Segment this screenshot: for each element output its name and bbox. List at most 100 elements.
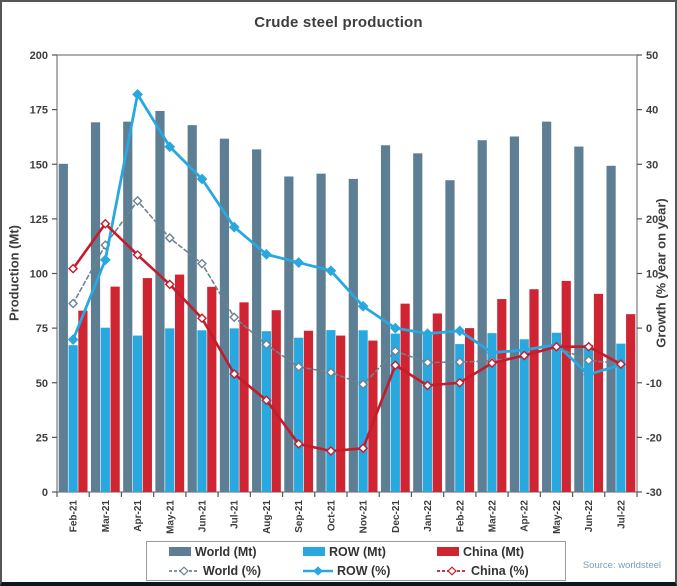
row-pct-marker <box>583 369 595 380</box>
world-pct-marker <box>261 339 272 350</box>
left-axis-tick-label: 100 <box>30 269 48 281</box>
row-pct-marker <box>228 221 240 233</box>
legend-bar-swatch <box>437 547 459 556</box>
row-mt-bar <box>584 344 594 492</box>
china-pct-marker <box>454 377 465 388</box>
row-mt-bar <box>487 333 497 492</box>
row-mt-bar <box>616 343 626 492</box>
world-mt-bar <box>252 149 262 492</box>
row-pct-line <box>71 92 623 376</box>
right-axis-tick-label: -20 <box>646 432 662 444</box>
china-mt-bar <box>432 313 442 492</box>
legend-diamond-icon <box>313 565 323 576</box>
row-pct-marker <box>164 141 176 153</box>
row-mt-bar <box>326 330 336 492</box>
left-axis-tick-label: 200 <box>30 50 48 62</box>
world-mt-bar <box>542 121 552 492</box>
world-pct-marker <box>197 258 207 269</box>
x-axis-label: May-21 <box>165 500 176 534</box>
china-pct-marker <box>583 341 594 352</box>
legend-item-row-mt: ROW (Mt) <box>303 542 437 561</box>
row-pct-marker <box>132 88 143 100</box>
right-axis-tick-label: 30 <box>646 159 658 171</box>
chart-legend: World (Mt) ROW (Mt) China (Mt) World (%) ROW… <box>146 541 566 581</box>
world-mt-bar <box>606 165 616 493</box>
legend-line-swatch <box>169 565 199 576</box>
china-pct-marker <box>197 313 207 324</box>
world-pct-marker <box>583 355 594 366</box>
row-mt-bar <box>261 331 272 492</box>
x-axis-label: Jul-22 <box>616 500 627 529</box>
row-pct-marker <box>99 254 111 266</box>
row-pct-marker <box>486 347 498 359</box>
world-pct-marker <box>68 298 79 309</box>
china-pct-marker <box>132 249 143 260</box>
x-axis-label: Dec-21 <box>391 500 402 533</box>
legend-label: World (%) <box>203 563 262 578</box>
world-mt-bar <box>477 140 487 492</box>
legend-line-swatch <box>303 565 333 576</box>
right-axis-tick-label: 40 <box>646 105 658 117</box>
x-axis-label: May-22 <box>552 500 563 534</box>
legend-diamond-icon <box>447 565 457 576</box>
right-axis-tick-label: 10 <box>646 269 658 281</box>
world-pct-marker <box>454 357 465 367</box>
x-axis-label: Oct-21 <box>326 500 337 532</box>
row-mt-bar <box>358 330 368 492</box>
china-mt-bar <box>110 286 120 492</box>
china-mt-bar <box>239 302 249 492</box>
source-note: Source: worldsteel <box>582 560 661 571</box>
world-mt-bar <box>284 176 294 492</box>
china-pct-marker <box>551 341 562 352</box>
row-mt-bar <box>455 344 465 492</box>
world-mt-bar <box>316 173 326 492</box>
row-mt-bar <box>294 337 304 492</box>
world-mt-bar <box>219 138 230 493</box>
world-mt-bar <box>445 180 455 492</box>
china-mt-bar <box>207 286 217 492</box>
china-mt-bar <box>78 310 88 492</box>
left-axis-tick-label: 150 <box>30 159 48 171</box>
china-pct-marker <box>229 369 240 379</box>
world-mt-bar <box>380 145 391 493</box>
china-pct-marker <box>615 359 626 370</box>
world-mt-bar <box>155 110 165 492</box>
row-mt-bar <box>165 328 175 492</box>
x-axis-label: Jan-22 <box>423 500 434 532</box>
china-mt-bar <box>400 303 410 492</box>
world-mt-bar <box>509 136 520 493</box>
left-axis-tick-label: 50 <box>36 378 48 390</box>
world-pct-marker <box>358 379 369 390</box>
world-pct-marker <box>325 367 336 378</box>
world-pct-marker <box>132 195 143 206</box>
china-pct-marker <box>293 438 304 449</box>
row-mt-bar <box>100 327 110 492</box>
legend-bar-swatch <box>303 547 325 556</box>
left-axis-tick-label: 125 <box>30 214 48 226</box>
world-mt-bar <box>90 122 101 492</box>
china-mt-bar <box>336 335 346 492</box>
legend-label: ROW (Mt) <box>329 544 386 559</box>
left-axis-tick-label: 75 <box>36 323 48 335</box>
row-pct-marker <box>196 173 208 185</box>
x-axis-label: Aug-21 <box>262 500 273 534</box>
world-pct-marker <box>164 233 175 243</box>
row-pct-marker <box>422 328 433 339</box>
x-axis-label: Jun-21 <box>198 500 209 533</box>
legend-item-row: ROW (%) <box>303 561 437 580</box>
china-pct-marker <box>422 380 433 391</box>
legend-diamond-icon <box>179 565 189 576</box>
row-mt-bar <box>68 345 78 492</box>
china-mt-bar <box>464 328 475 492</box>
row-mt-bar <box>422 331 433 492</box>
china-mt-bar <box>303 330 314 492</box>
left-axis-tick-label: 25 <box>36 432 48 444</box>
row-pct-marker <box>357 300 369 312</box>
x-axis-label: Jul-21 <box>230 500 241 529</box>
right-axis-tick-label: 0 <box>646 323 652 335</box>
right-axis-tick-label: 20 <box>646 214 658 226</box>
row-mt-bar <box>229 328 239 492</box>
row-mt-bar <box>132 335 143 492</box>
legend-item-china: China (%) <box>437 561 565 580</box>
